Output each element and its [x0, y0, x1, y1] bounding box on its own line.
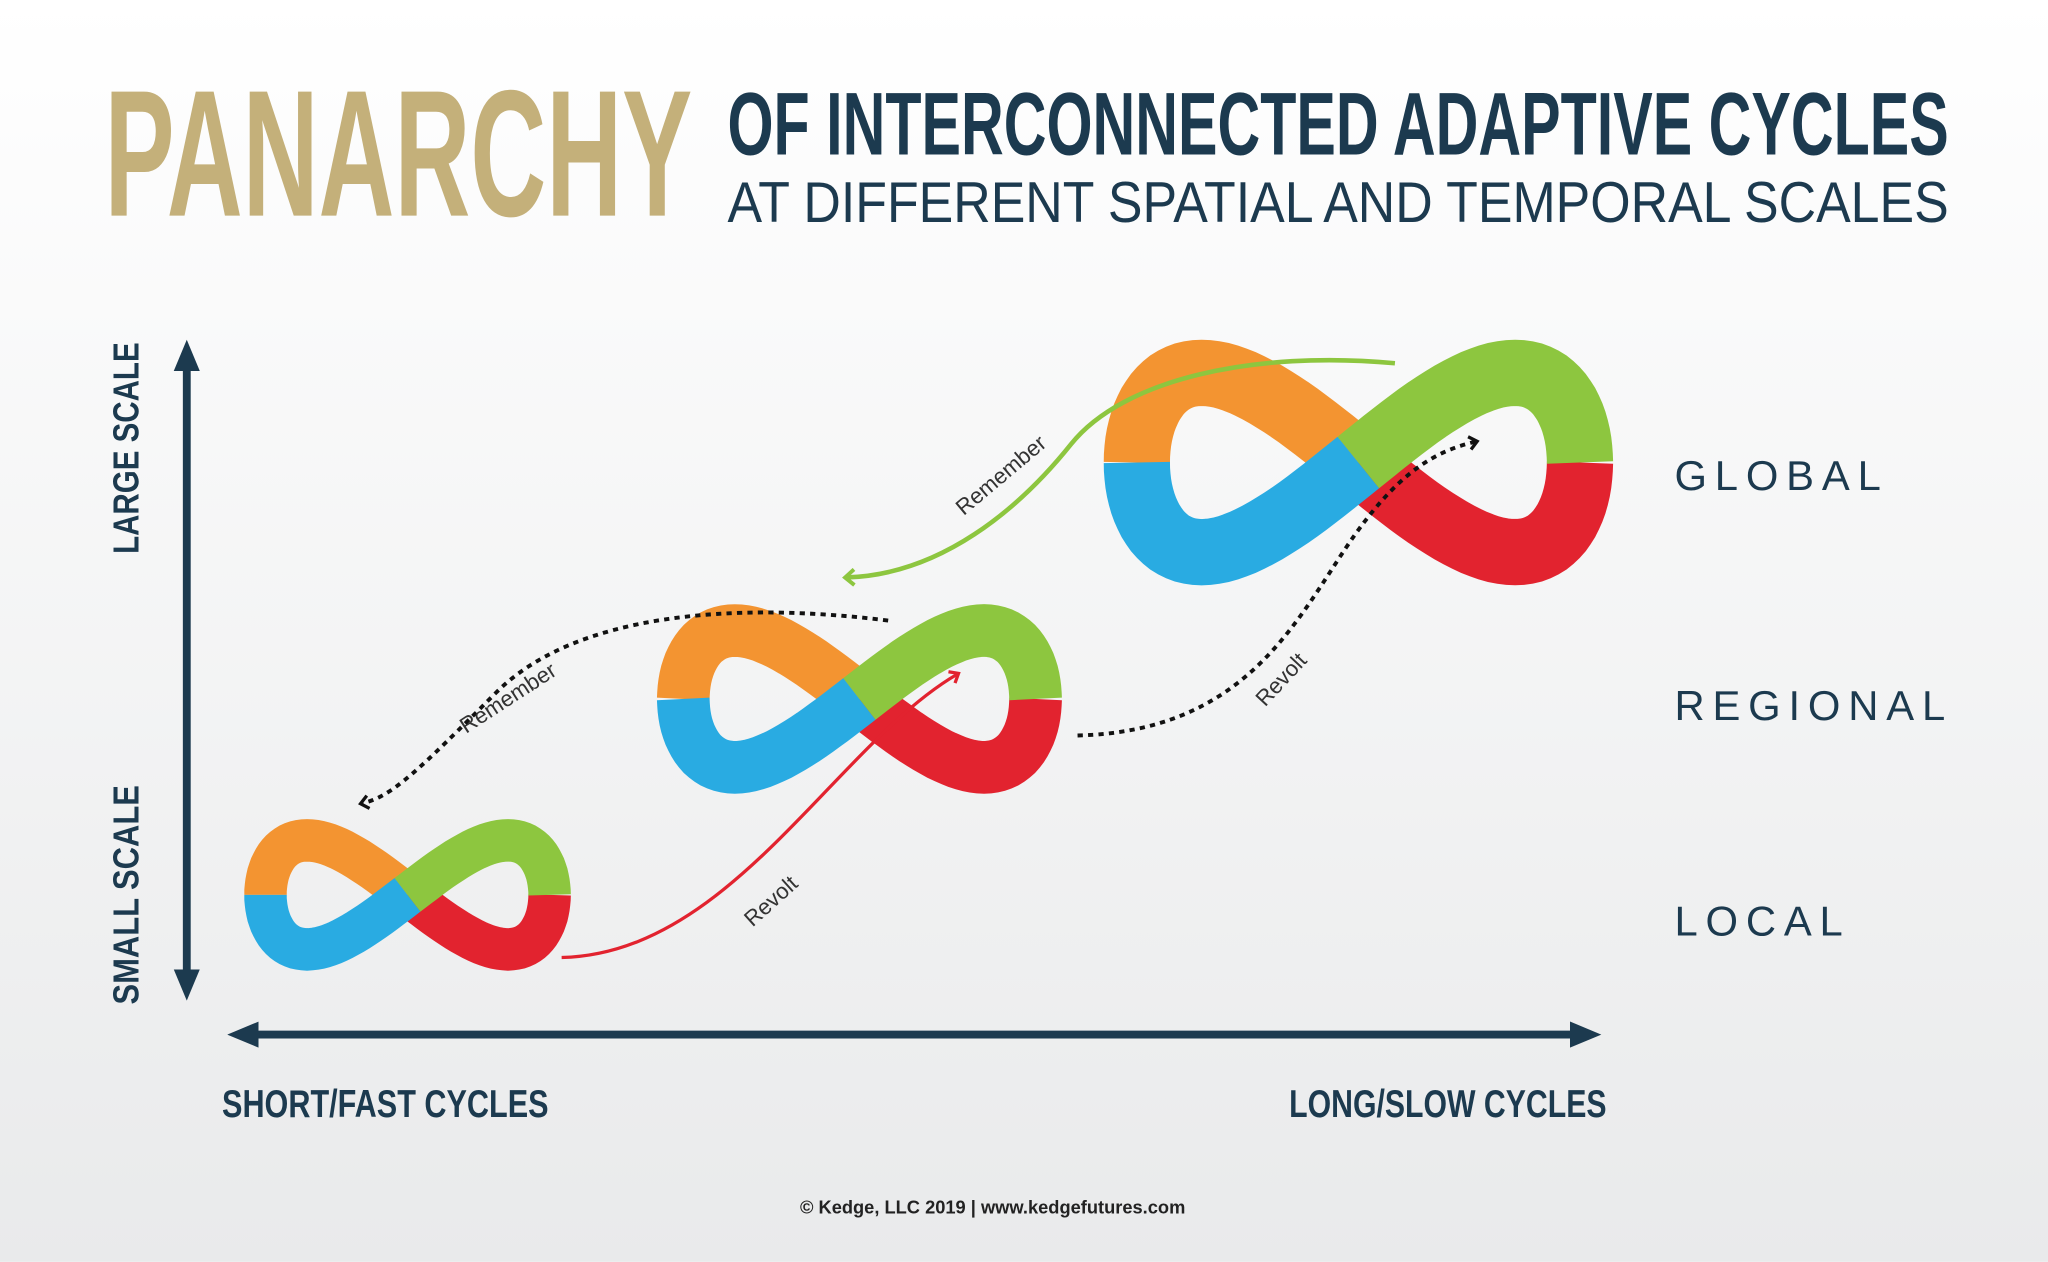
cycle-segment [244, 819, 421, 912]
revolt-arrow [1077, 435, 1480, 738]
axis-label: LARGE SCALE [105, 342, 146, 554]
adaptive-cycles [244, 339, 1614, 971]
cycle-segment [394, 819, 571, 912]
revolt-arrow [561, 670, 961, 960]
title: PANARCHY [104, 54, 692, 255]
subtitle: AT DIFFERENT SPATIAL AND TEMPORAL SCALES [728, 171, 1949, 235]
remember-arrow [358, 610, 889, 810]
cycle-segment [656, 678, 876, 794]
cycle-segment [1337, 436, 1614, 586]
subtitle: OF INTERCONNECTED ADAPTIVE CYCLES [728, 74, 1949, 173]
level-label: GLOBAL [1674, 452, 1888, 499]
cycle-segment [843, 604, 1062, 720]
cycle-segment [394, 877, 571, 971]
axis-label: LONG/SLOW CYCLES [1289, 1083, 1606, 1126]
cycle-segment [1337, 339, 1614, 489]
cycle-segment [843, 678, 1062, 794]
footer: © Kedge, LLC 2019 | www.kedgefutures.com [800, 1197, 1185, 1218]
remember-arrow [846, 357, 1396, 577]
axis-label: SMALL SCALE [105, 785, 146, 1004]
level-label: LOCAL [1674, 897, 1850, 944]
level-label: REGIONAL [1674, 682, 1953, 729]
cycle-segment [1103, 436, 1380, 586]
cycle-segment [244, 877, 421, 971]
cycle-segment [656, 604, 876, 720]
axis-label: SHORT/FAST CYCLES [222, 1083, 549, 1126]
